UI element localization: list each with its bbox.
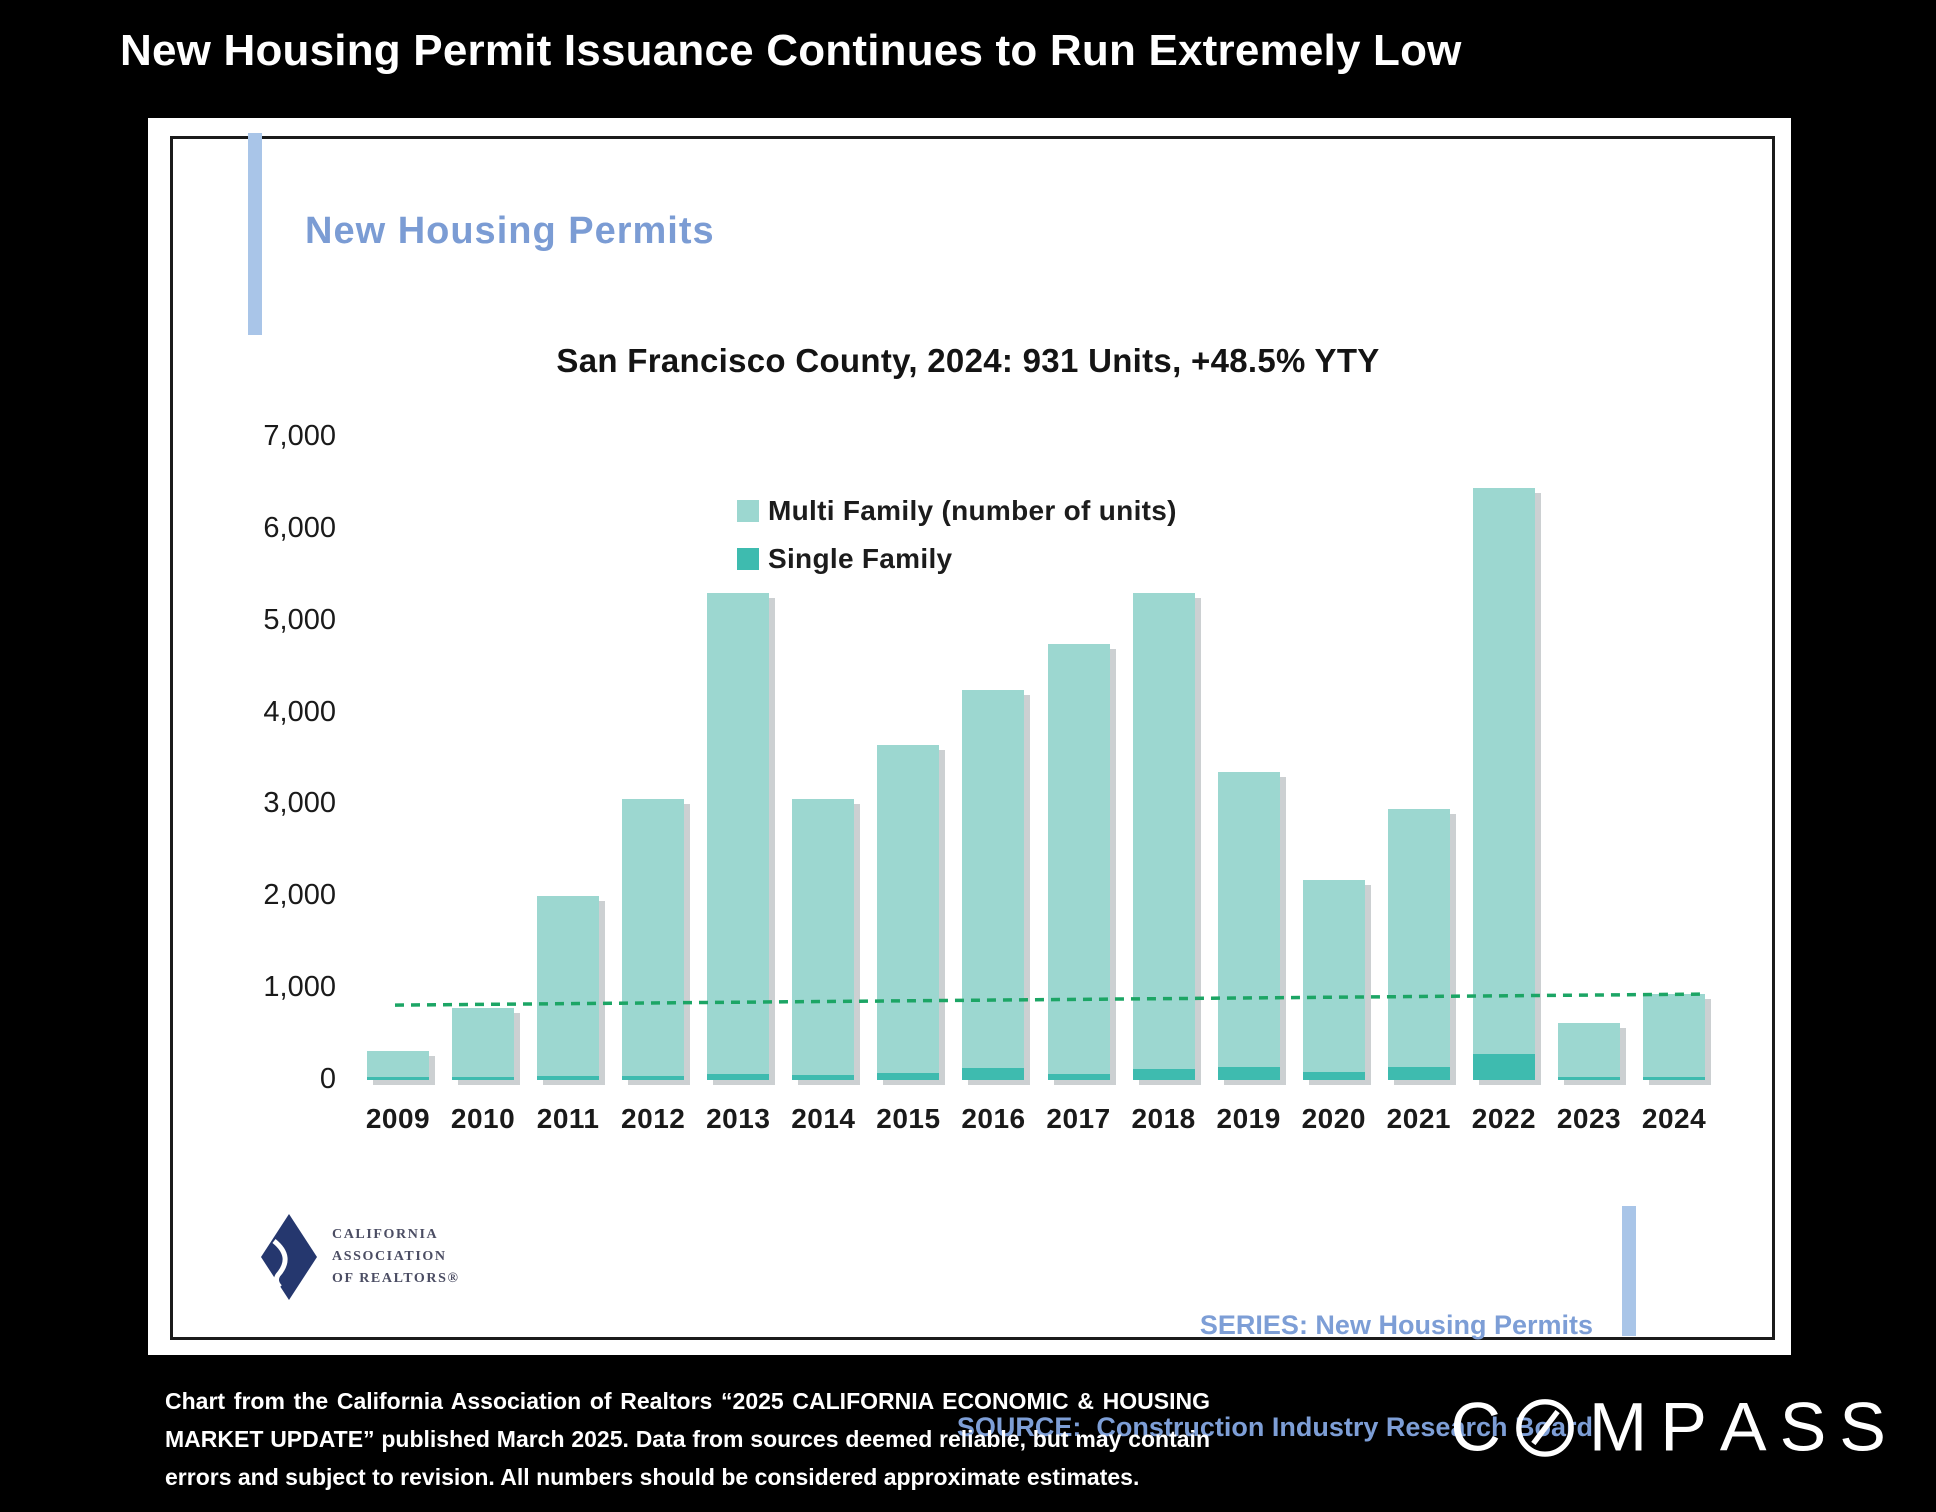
x-axis-label: 2015 xyxy=(876,1103,941,1134)
accent-bar-top-left xyxy=(248,133,262,335)
x-axis-label: 2018 xyxy=(1131,1103,1196,1134)
bar-2014 xyxy=(792,798,855,1080)
bar-single-family-segment xyxy=(1047,1074,1110,1080)
source-line: SOURCE: Construction Industry Research B… xyxy=(956,1412,1593,1442)
y-axis-label: 1,000 xyxy=(263,971,336,1004)
y-axis-label: 0 xyxy=(319,1063,336,1095)
bar-single-family-segment xyxy=(877,1073,940,1080)
bar-2017 xyxy=(1047,643,1110,1080)
series-line: SERIES: New Housing Permits xyxy=(1199,1310,1593,1340)
bar-2018 xyxy=(1132,593,1195,1080)
bar-single-family-segment xyxy=(1132,1068,1195,1080)
x-axis-label: 2021 xyxy=(1386,1103,1451,1134)
y-axis-label: 4,000 xyxy=(263,695,336,728)
bar-single-family-segment xyxy=(792,1075,855,1080)
compass-letter: P xyxy=(1660,1388,1707,1466)
bar-2012 xyxy=(622,798,685,1080)
bar-2009 xyxy=(367,1050,429,1080)
x-axis-label: 2019 xyxy=(1216,1103,1281,1134)
page-title: New Housing Permit Issuance Continues to… xyxy=(120,26,1462,75)
x-axis-label: 2013 xyxy=(706,1103,771,1134)
x-axis-label: 2010 xyxy=(450,1103,516,1134)
bar-single-family-segment xyxy=(622,1075,685,1080)
bar-2024 xyxy=(1643,994,1706,1080)
x-axis-label: 2009 xyxy=(365,1103,431,1134)
accent-bar-bottom-right xyxy=(1622,1206,1636,1336)
compass-letter: M xyxy=(1588,1388,1648,1466)
bar-single-family-segment xyxy=(1217,1066,1280,1080)
compass-letter: S xyxy=(1779,1388,1827,1466)
bar-single-family-segment xyxy=(1387,1067,1450,1080)
y-axis-label: 7,000 xyxy=(263,420,336,452)
bar-2023 xyxy=(1557,1022,1620,1080)
legend-swatch-icon xyxy=(737,548,759,570)
bar-2022 xyxy=(1472,487,1535,1080)
y-axis-labels: 0 1,000 2,000 3,000 4,000 5,000 6,000 7,000 xyxy=(148,118,336,1355)
bar-single-family-segment xyxy=(452,1076,515,1080)
bar-2021 xyxy=(1387,809,1450,1080)
bar-single-family-segment xyxy=(707,1073,770,1080)
bar-single-family-segment xyxy=(1557,1076,1620,1080)
compass-o-icon xyxy=(1516,1399,1574,1457)
bar-single-family-segment xyxy=(537,1076,600,1080)
chart-panel: New Housing Permits San Francisco County… xyxy=(148,118,1791,1442)
car-logo-line1: CALIFORNIA xyxy=(332,1227,439,1242)
chart-subtitle: San Francisco County, 2024: 931 Units, +… xyxy=(556,342,1380,379)
x-axis-label: 2022 xyxy=(1471,1103,1537,1134)
y-axis-label: 6,000 xyxy=(263,511,336,544)
bar-2010 xyxy=(452,1008,515,1080)
panel-border xyxy=(170,136,1775,1340)
y-axis-label: 3,000 xyxy=(263,787,336,820)
bar-single-family-segment xyxy=(1472,1053,1535,1080)
bar-2011 xyxy=(537,896,600,1080)
x-axis-label: 2012 xyxy=(621,1103,686,1134)
car-logo-line2: ASSOCIATION xyxy=(332,1249,447,1264)
x-axis-label: 2016 xyxy=(961,1103,1026,1134)
bar-2013 xyxy=(707,593,770,1080)
legend-swatch-icon xyxy=(737,500,759,522)
y-axis-label: 5,000 xyxy=(263,603,336,636)
car-logo-line3: OF REALTORS® xyxy=(332,1271,460,1286)
car-logo-text: CALIFORNIA ASSOCIATION OF REALTORS® xyxy=(332,1224,460,1290)
chart-legend: Multi Family (number of units) Single Fam… xyxy=(737,487,1177,583)
legend-label: Single Family xyxy=(768,543,953,574)
compass-letter: C xyxy=(1450,1388,1501,1466)
x-axis-label: 2020 xyxy=(1301,1103,1366,1134)
chart-title: New Housing Permits xyxy=(305,210,715,252)
bar-2019 xyxy=(1217,772,1280,1080)
bar-2020 xyxy=(1302,879,1365,1080)
car-diamond-icon xyxy=(261,1214,317,1300)
bar-2016 xyxy=(962,689,1025,1080)
compass-letter: S xyxy=(1839,1388,1886,1466)
compass-logo: C M P A S S xyxy=(1450,1388,1886,1466)
car-logo: CALIFORNIA ASSOCIATION OF REALTORS® xyxy=(260,1213,460,1301)
x-axis-label: 2017 xyxy=(1046,1103,1111,1134)
legend-row: Single Family xyxy=(737,535,1177,583)
series-source-block: SERIES: New Housing Permits SOURCE: Cons… xyxy=(957,1240,1593,1512)
x-axis-label: 2014 xyxy=(791,1103,856,1134)
x-axis-label: 2023 xyxy=(1556,1103,1622,1134)
y-axis-label: 2,000 xyxy=(263,879,336,912)
bar-single-family-segment xyxy=(1643,1076,1706,1080)
legend-row: Multi Family (number of units) xyxy=(737,487,1177,535)
bar-single-family-segment xyxy=(367,1076,429,1080)
x-axis-label: 2024 xyxy=(1641,1103,1707,1134)
bar-single-family-segment xyxy=(962,1068,1025,1080)
legend-label: Multi Family (number of units) xyxy=(768,495,1177,526)
disclaimer-text: Chart from the California Association of… xyxy=(165,1388,1210,1490)
plot-area: 2009 2010 2011 2012 2013 2014 2015 2016 2017 2018… xyxy=(148,118,1791,1355)
bar-2015 xyxy=(877,744,940,1080)
bar-single-family-segment xyxy=(1302,1072,1365,1080)
compass-letter: A xyxy=(1719,1388,1767,1466)
x-axis-label: 2011 xyxy=(536,1103,600,1134)
